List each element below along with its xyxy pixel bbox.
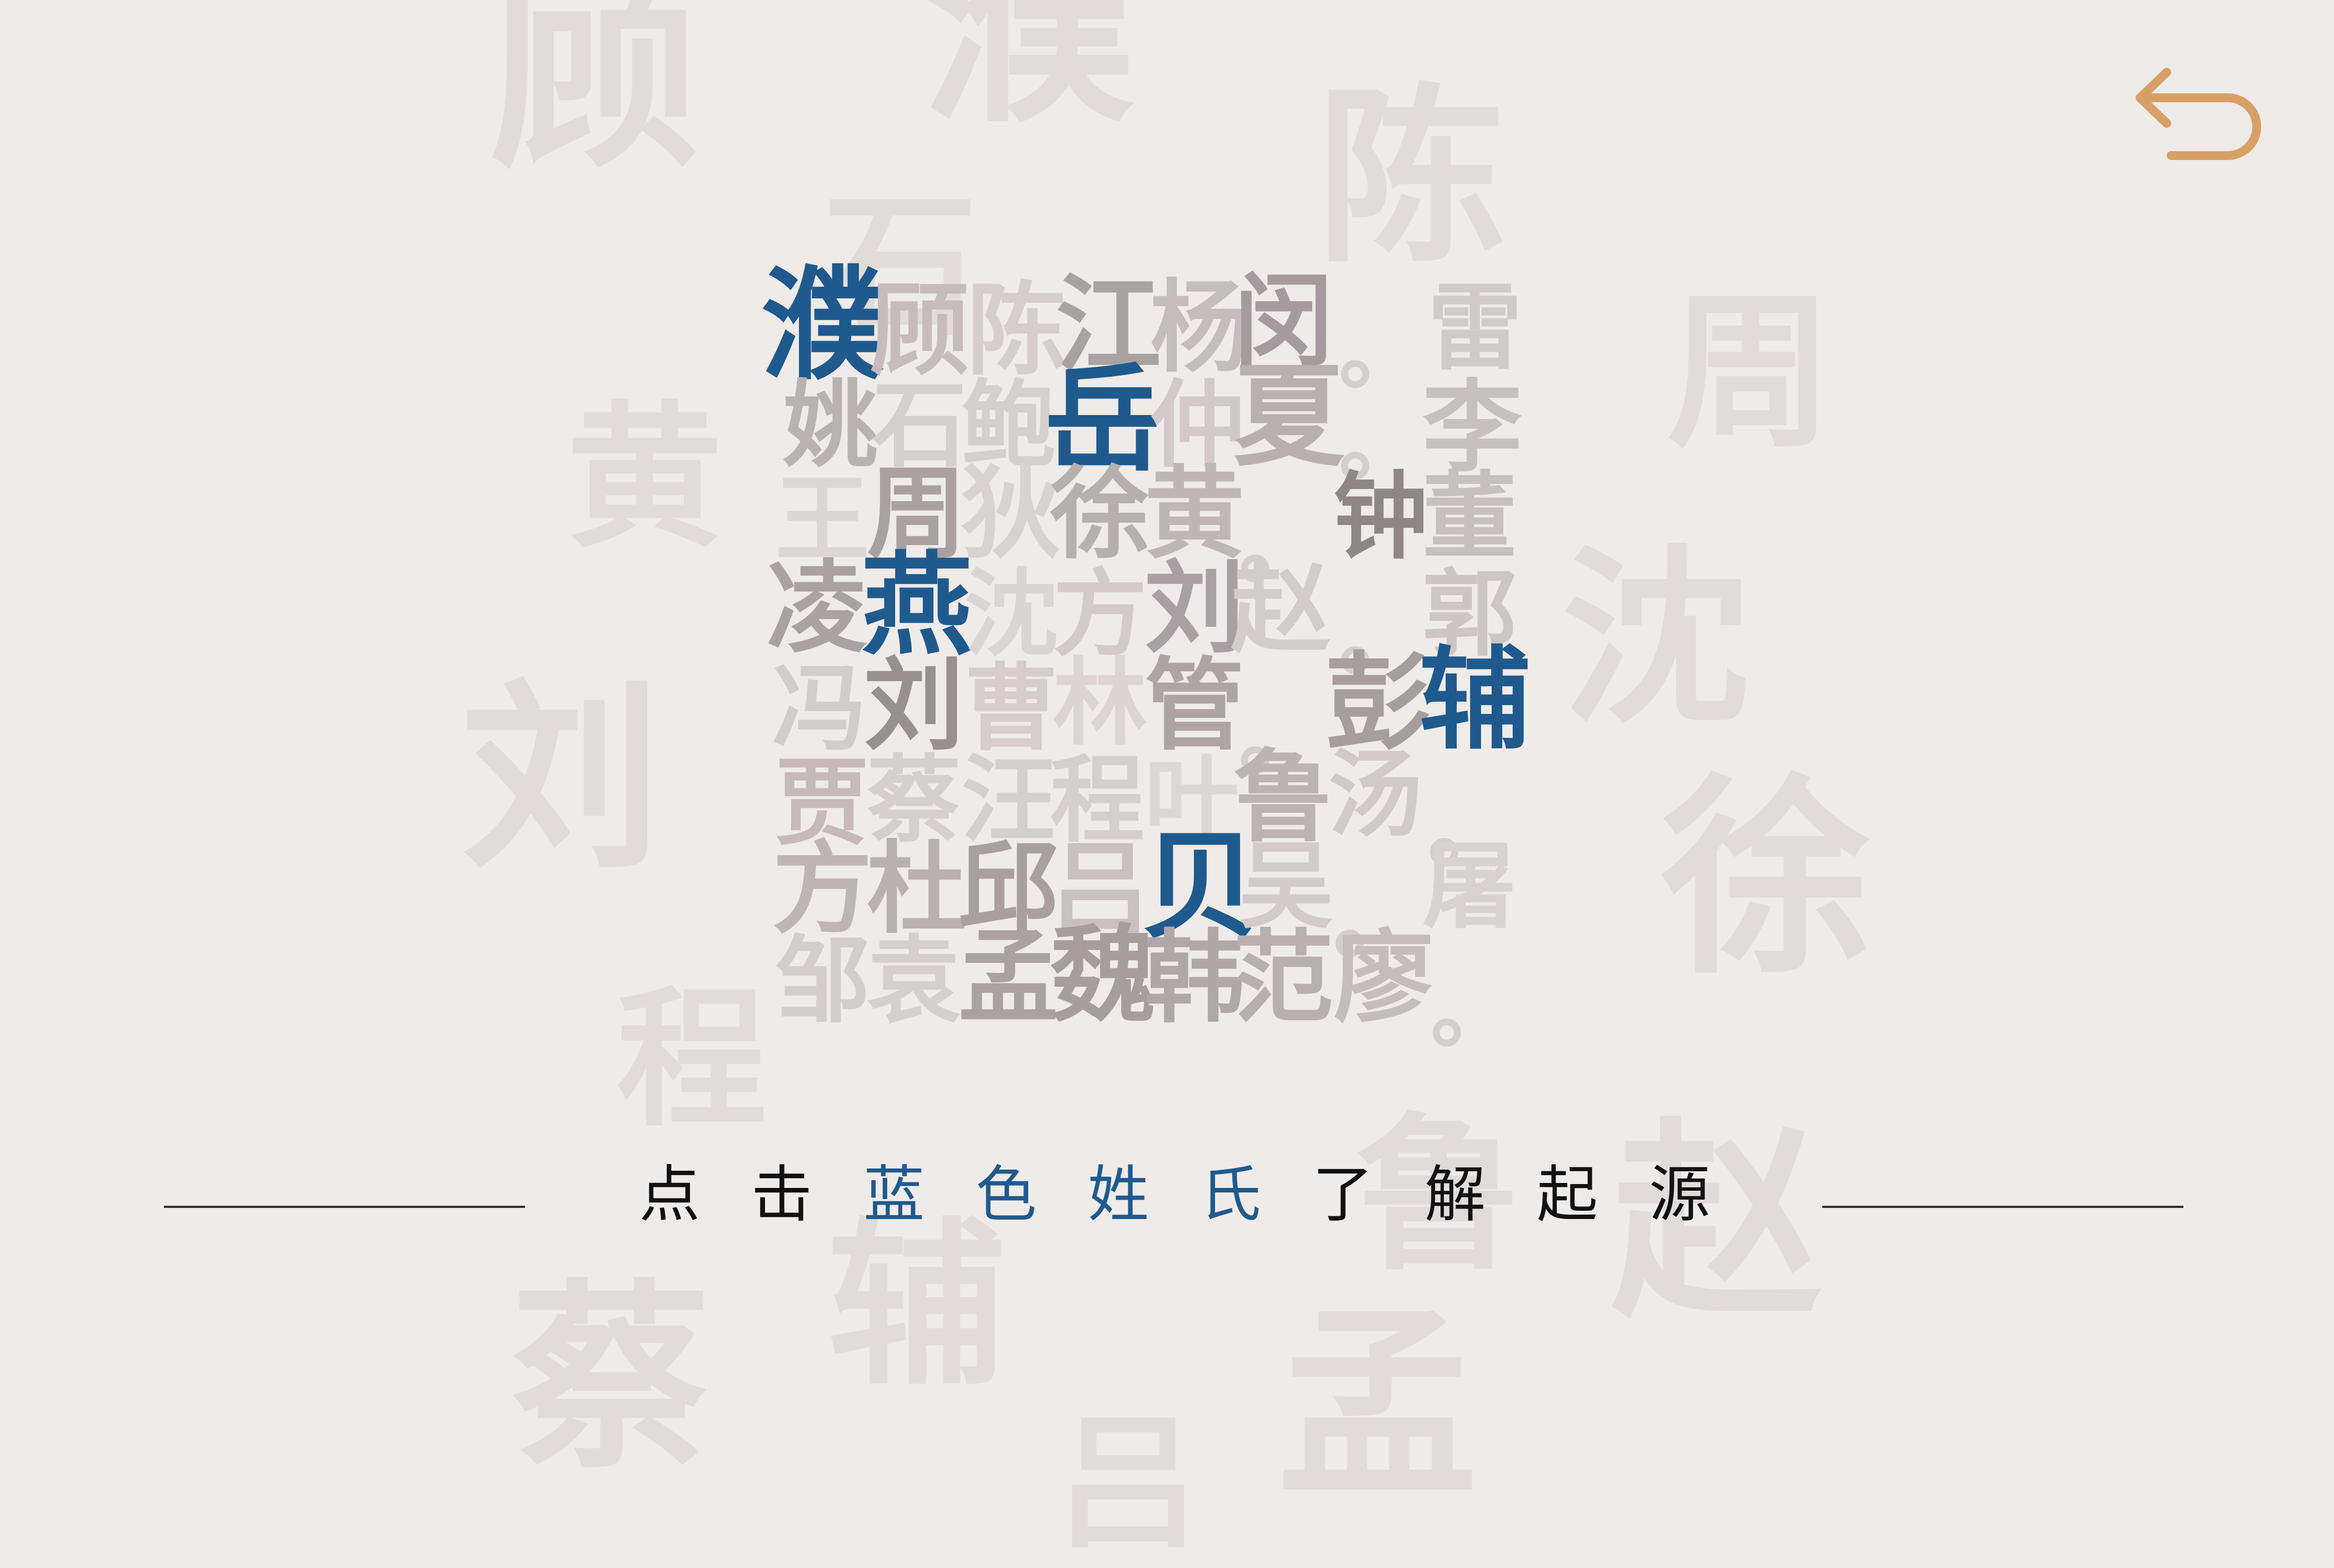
surname-char: 叶 [1144, 745, 1240, 856]
surname-char: 沈 [964, 558, 1059, 670]
surname-char: 狄 [961, 455, 1062, 572]
surname-char: 。 [1333, 873, 1417, 971]
surname-char: 屠 [1422, 831, 1517, 942]
surname-char: 。 [1428, 782, 1512, 880]
instruction-text: 点击蓝色姓氏了解起源 [639, 1164, 1761, 1225]
surname-char: 黄 [1144, 455, 1245, 572]
surname-char: 鲍 [961, 369, 1056, 481]
surname-char: 袁 [867, 925, 962, 1036]
surname-char: 林 [1053, 647, 1148, 758]
right-divider [1822, 1206, 2183, 1208]
surname-char: 魏 [1050, 913, 1156, 1037]
surname-char: 冯 [772, 653, 867, 764]
bg-glyph: 濮 [922, 0, 1133, 152]
surname-link[interactable]: 燕 [861, 540, 973, 671]
surname-char: 蔡 [867, 745, 962, 856]
bg-glyph: 程 [617, 970, 767, 1147]
bg-glyph: 石 [822, 175, 978, 358]
surname-char: 曹 [964, 653, 1059, 764]
left-divider [164, 1206, 525, 1208]
surname-char: 吕 [1050, 830, 1151, 947]
bg-glyph: 吕 [1056, 1399, 1200, 1568]
bg-glyph: 孟 [1278, 1288, 1478, 1523]
surname-char: 顾 [869, 272, 970, 389]
bg-glyph: 刘 [461, 660, 661, 895]
surname-char: 。 [1339, 396, 1423, 493]
bg-glyph: 沈 [1561, 528, 1750, 750]
surname-char: 汤 [1328, 739, 1423, 850]
surname-char: 汪 [961, 745, 1056, 856]
bg-glyph: 周 [1667, 274, 1833, 470]
surname-char: 刘 [864, 647, 964, 764]
surname-char: 闵 [1233, 263, 1334, 381]
surname-char: 。 [1339, 590, 1423, 688]
surname-char: 李 [1422, 369, 1523, 486]
surname-char: 范 [1233, 919, 1334, 1036]
surname-char: 杨 [1150, 269, 1251, 386]
surname-char: 姚 [783, 369, 878, 481]
surname-char: 彭 [1325, 641, 1431, 765]
surname-char: 周 [867, 455, 967, 572]
surname-char: 夏 [1233, 351, 1345, 482]
surname-char: 廖 [1333, 919, 1434, 1036]
surname-char: 徐 [1050, 455, 1151, 572]
instruction-part-1: 点击 [639, 1159, 863, 1230]
surname-link[interactable]: 濮 [761, 253, 884, 397]
surname-char: 钟 [1333, 461, 1428, 572]
surname-char: 雷 [1428, 272, 1523, 383]
surname-char: 孟 [958, 919, 1059, 1036]
surname-char: 江 [1056, 263, 1162, 387]
bg-glyph: 蔡 [511, 1260, 711, 1495]
surname-char: 韩 [1144, 919, 1245, 1036]
surname-char: 程 [1050, 745, 1145, 856]
back-button[interactable] [2133, 61, 2267, 167]
instruction-highlight: 蓝色姓氏 [863, 1159, 1312, 1230]
bg-glyph: 徐 [1661, 753, 1872, 1002]
surname-char: 仲 [1150, 369, 1245, 481]
surname-char: 贾 [775, 747, 870, 858]
bg-glyph: 赵 [1611, 1098, 1822, 1346]
surname-char: 董 [1422, 461, 1517, 572]
surname-char: 方 [1053, 558, 1148, 670]
undo-arrow-icon [2136, 68, 2261, 160]
surname-char: 石 [872, 369, 967, 481]
surname-char: 方 [772, 830, 873, 947]
surname-char: 郭 [1422, 558, 1517, 670]
surname-char: 赵 [1231, 550, 1331, 667]
surname-link[interactable]: 岳 [1044, 351, 1162, 488]
surname-char: 陈 [967, 272, 1067, 389]
bg-glyph: 辅 [828, 1201, 1006, 1410]
surname-char: 杜 [867, 830, 967, 947]
surname-char: 。 [1239, 690, 1323, 788]
surname-char: 邱 [958, 830, 1059, 947]
surname-char: 邹 [775, 925, 870, 1036]
surname-char: 。 [1431, 962, 1515, 1060]
bg-glyph: 陈 [1317, 67, 1506, 288]
surname-link[interactable]: 贝 [1142, 817, 1259, 955]
bg-glyph: 鲁 [1356, 1096, 1522, 1292]
surname-char: 凌 [767, 550, 867, 667]
bg-glyph: 顾 [489, 0, 700, 196]
surname-link[interactable]: 辅 [1420, 635, 1531, 765]
surname-char: 。 [1239, 498, 1323, 596]
surname-char: 管 [1144, 647, 1245, 764]
surname-char: 刘 [1144, 550, 1245, 667]
surname-char: 王 [775, 464, 870, 575]
surname-char: 。 [1339, 304, 1423, 402]
surname-char: 吴 [1239, 831, 1334, 942]
surname-char: 鲁 [1233, 738, 1334, 856]
bg-glyph: 黄 [567, 386, 722, 569]
instruction-part-3: 了解起源 [1312, 1159, 1761, 1230]
